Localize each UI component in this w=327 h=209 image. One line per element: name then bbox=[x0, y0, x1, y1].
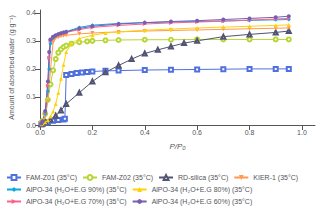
svg-text:0.4: 0.4 bbox=[26, 9, 36, 16]
svg-text:AlPO-34 (H₂O+E.G 80%) (35°C): AlPO-34 (H₂O+E.G 80%) (35°C) bbox=[152, 186, 253, 194]
svg-text:P/P₀: P/P₀ bbox=[169, 142, 186, 151]
svg-text:1.0: 1.0 bbox=[297, 129, 307, 136]
svg-text:Amount of absorbed water (g g⁻: Amount of absorbed water (g g⁻¹) bbox=[8, 15, 16, 119]
svg-text:0.2: 0.2 bbox=[26, 65, 36, 72]
svg-text:0.6: 0.6 bbox=[192, 129, 202, 136]
svg-text:AlPO-34 (H₂O+E.G 60%) (35°C): AlPO-34 (H₂O+E.G 60%) (35°C) bbox=[152, 198, 253, 206]
svg-text:0.4: 0.4 bbox=[140, 129, 150, 136]
svg-text:AlPO-34 (H₂O+E.G 70%) (35°C): AlPO-34 (H₂O+E.G 70%) (35°C) bbox=[26, 198, 127, 206]
svg-text:KIER-1 (35°C): KIER-1 (35°C) bbox=[253, 174, 298, 182]
svg-text:FAM-Z02 (35°C): FAM-Z02 (35°C) bbox=[102, 174, 153, 182]
svg-text:0.0: 0.0 bbox=[35, 129, 45, 136]
svg-text:0.2: 0.2 bbox=[88, 129, 98, 136]
svg-text:FAM-Z01 (35°C): FAM-Z01 (35°C) bbox=[26, 174, 77, 182]
svg-text:AlPO-34 (H₂O+E.G 90%) (35°C): AlPO-34 (H₂O+E.G 90%) (35°C) bbox=[26, 186, 127, 194]
svg-text:0.3: 0.3 bbox=[26, 37, 36, 44]
svg-text:0.1: 0.1 bbox=[26, 93, 36, 100]
svg-text:0.8: 0.8 bbox=[245, 129, 255, 136]
svg-text:RD-silica (35°C): RD-silica (35°C) bbox=[178, 174, 228, 182]
svg-text:0.0: 0.0 bbox=[26, 122, 36, 129]
